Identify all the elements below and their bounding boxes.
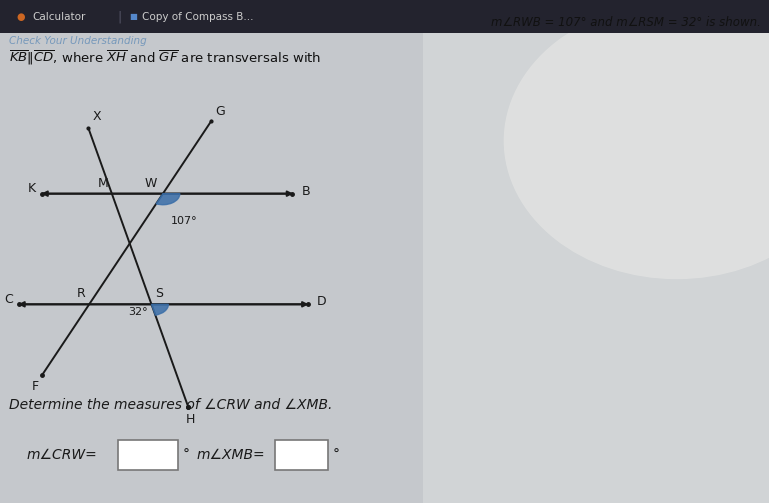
Text: ●: ●: [17, 12, 25, 22]
FancyBboxPatch shape: [118, 441, 178, 470]
Text: m∠CRW=: m∠CRW=: [27, 448, 98, 462]
Text: 32°: 32°: [128, 307, 148, 317]
Wedge shape: [151, 304, 168, 315]
Text: D: D: [317, 295, 327, 308]
Text: F: F: [32, 380, 38, 393]
FancyBboxPatch shape: [0, 0, 769, 33]
Text: Check Your Understanding: Check Your Understanding: [9, 36, 147, 46]
Text: X: X: [92, 110, 101, 123]
FancyBboxPatch shape: [423, 25, 769, 503]
Text: m∠XMB=: m∠XMB=: [196, 448, 265, 462]
Text: $\overline{KB} \| \overline{CD}$, where $\overline{XH}$ and $\overline{GF}$ are : $\overline{KB} \| \overline{CD}$, where …: [9, 49, 321, 67]
Text: Calculator: Calculator: [32, 12, 85, 22]
Text: G: G: [215, 105, 225, 118]
Text: W: W: [145, 177, 157, 190]
FancyBboxPatch shape: [275, 441, 328, 470]
Text: K: K: [28, 182, 36, 195]
Text: m∠RWB = 107° and m∠RSM = 32° is shown.: m∠RWB = 107° and m∠RSM = 32° is shown.: [491, 16, 761, 29]
Text: |: |: [117, 10, 122, 23]
Text: C: C: [5, 293, 13, 306]
Text: Determine the measures of ∠CRW and ∠XMB.: Determine the measures of ∠CRW and ∠XMB.: [9, 398, 333, 412]
Text: M: M: [97, 177, 108, 190]
Text: S: S: [155, 287, 163, 300]
Text: Copy of Compass B...: Copy of Compass B...: [142, 12, 254, 22]
Text: H: H: [185, 413, 195, 427]
Text: 107°: 107°: [171, 216, 197, 226]
Text: R: R: [77, 287, 85, 300]
Ellipse shape: [504, 3, 769, 279]
Wedge shape: [156, 194, 180, 205]
Text: B: B: [301, 185, 310, 198]
Text: °: °: [183, 448, 190, 462]
Text: ■: ■: [129, 12, 137, 21]
Text: °: °: [333, 448, 340, 462]
